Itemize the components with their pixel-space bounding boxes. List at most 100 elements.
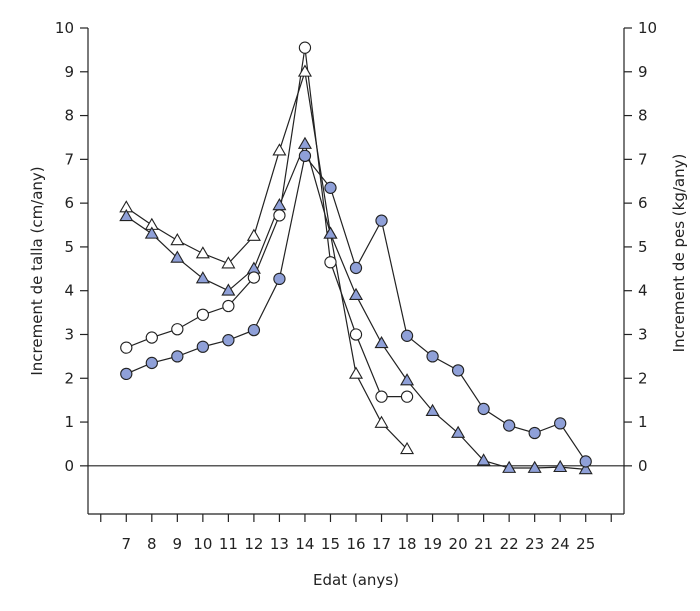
- data-point-filled-triangle: [527, 460, 542, 473]
- data-point-open-circle: [120, 341, 133, 354]
- y-tick-label-left: 6: [64, 194, 74, 212]
- x-tick-label: 20: [449, 535, 468, 553]
- data-point-filled-circle: [120, 367, 133, 381]
- y-tick-label-right: 7: [638, 150, 648, 168]
- x-tick-label: 9: [173, 535, 183, 553]
- y-tick-label-right: 1: [638, 413, 648, 431]
- data-point-filled-triangle: [425, 403, 440, 417]
- y-tick-label-right: 5: [638, 238, 648, 256]
- x-tick-label: 21: [474, 535, 493, 553]
- y-tick-label-left: 3: [64, 325, 74, 343]
- y-tick-label-left: 8: [64, 107, 74, 125]
- data-point-filled-circle: [171, 350, 184, 363]
- x-tick-label: 18: [398, 535, 417, 553]
- data-point-filled-circle: [477, 402, 490, 416]
- series-line-open-circle: [126, 47, 408, 398]
- data-point-filled-circle: [298, 149, 312, 162]
- data-point-filled-triangle: [553, 459, 568, 473]
- data-point-open-circle: [171, 323, 184, 336]
- x-tick-label: 14: [295, 535, 314, 553]
- data-point-filled-circle: [247, 323, 261, 337]
- data-point-filled-circle: [426, 350, 439, 363]
- x-tick-label: 16: [346, 535, 365, 553]
- data-point-filled-circle: [145, 356, 158, 370]
- data-point-filled-triangle: [476, 453, 491, 466]
- x-tick-label: 17: [372, 535, 391, 553]
- data-point-open-triangle: [246, 228, 261, 241]
- data-point-open-circle: [222, 299, 235, 313]
- y-tick-label-right: 6: [638, 194, 648, 212]
- data-point-filled-triangle: [221, 283, 236, 296]
- y-tick-label-left: 5: [64, 238, 74, 256]
- x-tick-label: 7: [122, 535, 132, 553]
- x-tick-label: 12: [244, 535, 263, 553]
- data-point-open-circle: [298, 41, 312, 54]
- tick-labels: 0 01 12 23 34 45 56 67 78 89 910 107 8 9 10 11 12 13 14 15 1…: [55, 19, 657, 553]
- x-tick-label: 22: [500, 535, 519, 553]
- y-tick-label-left: 0: [64, 457, 74, 475]
- data-point-filled-triangle: [119, 208, 134, 222]
- data-point-filled-triangle: [374, 335, 389, 349]
- y-tick-label-left: 1: [64, 413, 74, 431]
- data-point-open-circle: [145, 331, 158, 344]
- data-point-open-triangle: [297, 64, 312, 77]
- data-point-open-triangle: [195, 246, 210, 259]
- data-point-open-triangle: [170, 233, 185, 246]
- series-line-filled-triangle: [125, 142, 586, 470]
- y-tick-label-right: 4: [638, 282, 648, 300]
- data-point-filled-triangle: [272, 198, 287, 211]
- y-axis-right-title: Increment de pes (kg/any): [670, 154, 688, 353]
- data-point-open-circle: [247, 271, 261, 284]
- data-point-open-triangle: [221, 256, 236, 269]
- data-point-filled-triangle: [502, 460, 517, 473]
- data-point-filled-circle: [451, 364, 465, 377]
- data-point-open-circle: [324, 256, 337, 269]
- data-point-open-circle: [273, 209, 286, 222]
- data-point-open-circle: [349, 328, 363, 341]
- series-lines: [125, 47, 587, 470]
- data-point-filled-circle: [528, 426, 541, 440]
- y-tick-label-right: 10: [638, 19, 657, 37]
- data-point-filled-circle: [273, 272, 286, 286]
- x-tick-label: 23: [525, 535, 544, 553]
- y-tick-label-left: 4: [64, 282, 74, 300]
- data-point-filled-circle: [502, 419, 516, 432]
- data-point-open-triangle: [272, 143, 287, 156]
- x-tick-label: 25: [576, 535, 595, 553]
- y-tick-label-left: 9: [64, 63, 74, 81]
- x-tick-label: 24: [551, 535, 570, 553]
- series-line-filled-circle: [126, 154, 587, 462]
- data-point-open-circle: [196, 308, 210, 321]
- x-axis-title: Edat (anys): [313, 571, 399, 589]
- y-tick-label-right: 3: [638, 325, 648, 343]
- y-tick-label-left: 10: [55, 19, 74, 37]
- x-tick-label: 13: [270, 535, 289, 553]
- data-point-filled-triangle: [144, 226, 159, 239]
- data-point-open-triangle: [348, 366, 364, 379]
- data-point-filled-triangle: [323, 226, 338, 239]
- x-tick-label: 10: [193, 535, 212, 553]
- data-point-open-circle: [400, 390, 414, 403]
- data-point-filled-triangle: [451, 425, 466, 438]
- data-point-open-triangle: [400, 441, 415, 455]
- data-point-filled-circle: [375, 214, 388, 227]
- data-point-open-circle: [375, 390, 388, 403]
- data-point-filled-circle: [579, 455, 592, 468]
- y-tick-label-right: 8: [638, 107, 648, 125]
- data-point-filled-triangle: [195, 271, 210, 284]
- y-tick-label-left: 2: [64, 369, 74, 387]
- data-point-filled-circle: [222, 334, 235, 347]
- axes: [80, 27, 632, 522]
- y-tick-label-left: 7: [64, 150, 74, 168]
- y-tick-label-right: 9: [638, 63, 648, 81]
- y-tick-label-right: 0: [638, 457, 648, 475]
- x-tick-label: 15: [321, 535, 340, 553]
- data-point-filled-triangle: [297, 136, 312, 149]
- data-point-filled-triangle: [170, 250, 185, 263]
- series-line-open-triangle: [125, 71, 408, 450]
- x-tick-label: 8: [147, 535, 157, 553]
- y-tick-label-right: 2: [638, 369, 648, 387]
- x-tick-label: 11: [219, 535, 238, 553]
- x-tick-label: 19: [423, 535, 442, 553]
